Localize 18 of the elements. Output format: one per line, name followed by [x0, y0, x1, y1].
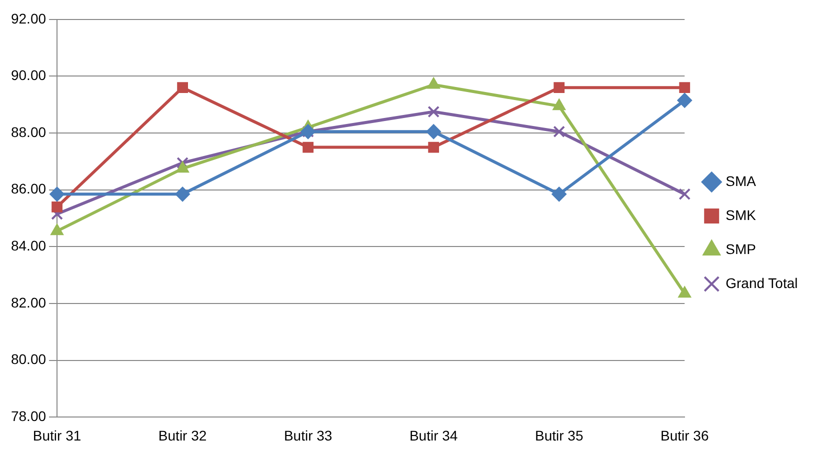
- y-tick-label: 80.00: [10, 351, 46, 368]
- y-tick-label: 92.00: [10, 10, 46, 26]
- y-tick-label: 88.00: [10, 124, 46, 140]
- legend-label: Grand Total: [726, 274, 798, 291]
- x-tick-label: Butir 35: [534, 427, 584, 444]
- x-tick-label: Butir 31: [32, 427, 82, 444]
- y-tick-label: 84.00: [10, 238, 46, 254]
- legend-label: SMK: [726, 206, 757, 223]
- x-tick-label: Butir 34: [409, 427, 458, 444]
- y-tick-label: 86.00: [10, 180, 46, 197]
- x-tick-label: Butir 33: [284, 427, 332, 444]
- x-tick-label: Butir 32: [158, 427, 207, 444]
- legend-label: SMP: [726, 240, 756, 257]
- y-tick-label: 82.00: [10, 294, 46, 310]
- x-tick-label: Butir 36: [660, 427, 709, 444]
- y-tick-label: 78.00: [10, 408, 46, 424]
- y-tick-label: 90.00: [10, 67, 46, 84]
- legend-label: SMA: [726, 172, 757, 189]
